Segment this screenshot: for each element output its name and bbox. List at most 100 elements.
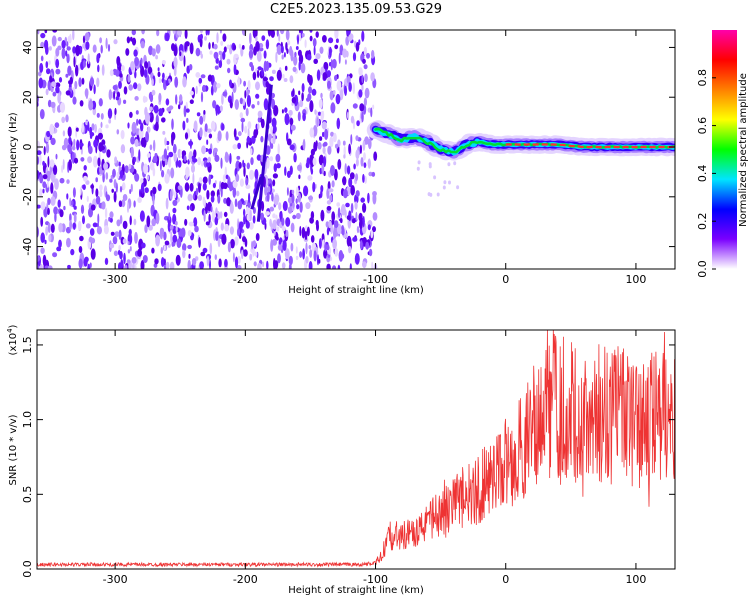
noise-cell	[109, 178, 113, 183]
noise-cell	[47, 265, 53, 269]
noise-cell	[265, 60, 270, 72]
noise-cell	[101, 64, 105, 76]
noise-cell	[62, 130, 66, 137]
noise-cell	[159, 227, 165, 235]
noise-cell	[299, 201, 303, 213]
noise-cell	[352, 82, 355, 95]
noise-cell	[37, 156, 40, 165]
noise-cell	[75, 64, 79, 77]
noise-cell	[143, 96, 148, 103]
noise-cell	[196, 112, 201, 117]
noise-cell	[281, 262, 286, 269]
noise-cell	[361, 30, 365, 42]
noise-cell	[373, 151, 378, 161]
noise-cell	[372, 192, 377, 205]
noise-cell	[282, 239, 287, 251]
noise-cell	[317, 142, 322, 150]
noise-cell	[170, 231, 173, 244]
noise-cell	[165, 197, 169, 210]
noise-cell	[58, 222, 63, 233]
noise-cell	[258, 47, 264, 52]
noise-cell	[295, 198, 298, 204]
noise-cell	[313, 125, 318, 137]
noise-cell	[218, 258, 222, 268]
noise-cell	[238, 162, 242, 169]
noise-cell	[186, 205, 190, 211]
noise-cell	[127, 74, 131, 83]
noise-cell	[92, 222, 98, 228]
colorbar-tick-label: 0.6	[696, 117, 709, 135]
noise-cell	[144, 61, 149, 69]
noise-cell	[233, 128, 237, 139]
noise-cell	[91, 123, 95, 131]
noise-cell	[372, 212, 378, 221]
noise-cell	[270, 30, 275, 38]
noise-cell	[284, 113, 290, 126]
noise-cell	[272, 213, 276, 219]
noise-cell	[216, 83, 221, 89]
noise-cell	[224, 223, 230, 232]
noise-cell	[292, 201, 295, 209]
noise-cell	[334, 248, 339, 257]
noise-cell	[246, 95, 251, 107]
noise-cell	[241, 45, 245, 50]
noise-cell	[199, 261, 204, 269]
noise-cell	[175, 225, 178, 233]
noise-cell	[271, 117, 277, 128]
noise-cell	[155, 121, 159, 132]
noise-cell	[271, 69, 276, 74]
noise-cell	[42, 188, 45, 194]
noise-cell	[209, 50, 213, 55]
noise-cell	[326, 263, 331, 269]
x-tick-label: 100	[625, 273, 646, 286]
noise-cell	[146, 175, 149, 181]
snr-y-multiplier: (x104)	[6, 324, 19, 355]
noise-cell	[37, 169, 40, 180]
noise-cell	[94, 123, 97, 133]
noise-cell	[278, 33, 281, 42]
noise-cell	[346, 111, 350, 119]
noise-cell	[155, 212, 160, 225]
noise-cell	[47, 156, 50, 168]
noise-cell	[210, 85, 214, 96]
noise-cell	[356, 120, 360, 127]
noise-cell	[165, 261, 170, 269]
noise-cell	[311, 88, 317, 96]
noise-cell	[370, 72, 375, 82]
noise-cell	[244, 125, 248, 134]
noise-cell	[151, 218, 156, 227]
noise-cell	[324, 242, 327, 252]
noise-cell	[50, 196, 56, 206]
noise-cell	[221, 123, 225, 131]
noise-cell	[108, 216, 111, 222]
noise-cell	[164, 173, 170, 184]
noise-cell	[255, 233, 260, 241]
noise-cell	[109, 211, 114, 219]
noise-cell	[199, 33, 203, 40]
noise-cell	[116, 219, 121, 227]
noise-cell	[49, 75, 53, 83]
noise-cell	[252, 248, 255, 257]
x-tick-label: 100	[625, 573, 646, 586]
noise-cell	[343, 154, 346, 159]
noise-cell	[137, 197, 142, 203]
noise-cell	[45, 44, 49, 56]
noise-cell	[45, 226, 48, 236]
noise-cell	[232, 144, 238, 150]
colorbar-tick-label: 0.4	[696, 165, 709, 183]
noise-cell	[340, 253, 345, 260]
noise-cell	[215, 107, 218, 116]
noise-cell	[213, 51, 219, 60]
spectrogram-frame	[36, 29, 676, 270]
noise-cell	[107, 108, 113, 119]
noise-cell	[212, 100, 217, 109]
noise-cell	[195, 187, 199, 196]
noise-cell	[47, 99, 52, 108]
noise-cell	[210, 205, 213, 213]
noise-cell	[68, 159, 72, 171]
noise-cell	[147, 66, 153, 75]
noise-cell	[182, 243, 187, 252]
noise-cell	[200, 74, 206, 79]
noise-cell	[37, 255, 41, 262]
